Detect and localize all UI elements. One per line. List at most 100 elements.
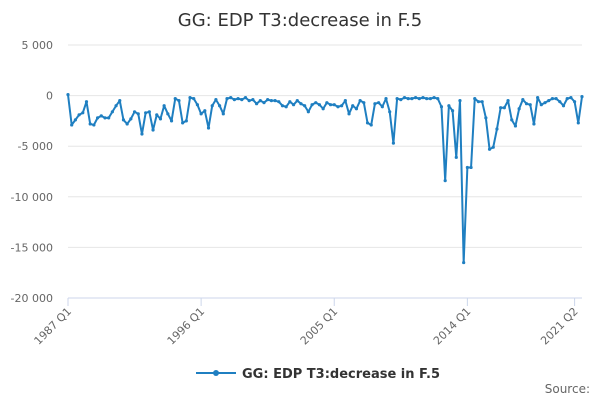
data-point[interactable] <box>251 98 255 102</box>
data-point[interactable] <box>254 102 259 106</box>
data-point[interactable] <box>188 96 192 100</box>
data-point[interactable] <box>391 141 396 145</box>
data-point[interactable] <box>365 121 370 125</box>
data-point[interactable] <box>447 104 451 108</box>
data-point[interactable] <box>136 112 140 116</box>
data-point[interactable] <box>247 99 251 103</box>
data-point[interactable] <box>543 101 547 105</box>
data-point[interactable] <box>443 179 447 183</box>
data-point[interactable] <box>144 111 148 115</box>
data-point[interactable] <box>221 112 225 116</box>
data-point[interactable] <box>310 103 314 107</box>
data-point[interactable] <box>432 96 436 100</box>
data-point[interactable] <box>406 97 410 101</box>
data-point[interactable] <box>510 118 514 122</box>
data-point[interactable] <box>491 145 495 149</box>
data-point[interactable] <box>532 122 536 126</box>
data-point[interactable] <box>402 96 407 100</box>
data-point[interactable] <box>487 147 492 151</box>
data-point[interactable] <box>110 110 114 114</box>
data-point[interactable] <box>199 112 203 116</box>
data-point[interactable] <box>177 99 181 103</box>
data-point[interactable] <box>225 97 229 101</box>
data-point[interactable] <box>499 106 503 110</box>
data-point[interactable] <box>450 109 455 113</box>
data-point[interactable] <box>95 116 100 120</box>
data-point[interactable] <box>295 99 299 103</box>
data-point[interactable] <box>114 104 118 108</box>
data-point[interactable] <box>388 110 392 114</box>
data-point[interactable] <box>218 104 222 108</box>
data-point[interactable] <box>550 97 555 101</box>
data-point[interactable] <box>299 102 303 106</box>
data-point[interactable] <box>484 116 488 120</box>
data-point[interactable] <box>377 101 381 105</box>
data-point[interactable] <box>417 97 421 101</box>
data-point[interactable] <box>77 113 81 117</box>
data-point[interactable] <box>288 100 292 104</box>
data-point[interactable] <box>214 98 218 102</box>
data-point[interactable] <box>580 95 584 99</box>
data-point[interactable] <box>118 99 122 103</box>
data-point[interactable] <box>132 110 137 114</box>
data-point[interactable] <box>561 104 566 108</box>
data-point[interactable] <box>169 119 174 123</box>
data-point[interactable] <box>314 101 318 105</box>
data-point[interactable] <box>565 97 569 101</box>
data-point[interactable] <box>284 105 288 109</box>
data-point[interactable] <box>192 97 196 101</box>
data-point[interactable] <box>362 101 366 105</box>
data-point[interactable] <box>107 116 111 120</box>
data-point[interactable] <box>476 100 481 104</box>
data-point[interactable] <box>436 97 440 101</box>
data-point[interactable] <box>354 107 359 111</box>
data-point[interactable] <box>569 96 573 100</box>
data-point[interactable] <box>147 110 151 114</box>
data-point[interactable] <box>81 111 85 115</box>
data-point[interactable] <box>473 97 477 101</box>
data-point[interactable] <box>469 165 473 170</box>
data-point[interactable] <box>277 100 281 104</box>
data-point[interactable] <box>203 109 207 113</box>
data-point[interactable] <box>280 104 285 108</box>
data-point[interactable] <box>554 97 558 101</box>
data-point[interactable] <box>140 132 144 136</box>
data-point[interactable] <box>325 101 329 105</box>
legend[interactable]: GG: EDP T3:decrease in F.5 <box>196 367 440 382</box>
data-point[interactable] <box>425 97 429 101</box>
data-point[interactable] <box>229 96 233 100</box>
data-point[interactable] <box>373 102 377 106</box>
data-point[interactable] <box>576 121 580 125</box>
data-point[interactable] <box>421 96 425 100</box>
data-point[interactable] <box>317 103 322 107</box>
data-point[interactable] <box>303 104 307 108</box>
data-point[interactable] <box>513 124 518 128</box>
data-point[interactable] <box>465 165 469 170</box>
data-point[interactable] <box>410 97 414 101</box>
data-point[interactable] <box>521 98 525 102</box>
data-point[interactable] <box>495 127 499 131</box>
data-point[interactable] <box>536 96 540 100</box>
data-point[interactable] <box>547 99 551 103</box>
data-point[interactable] <box>328 103 333 107</box>
data-point[interactable] <box>458 99 462 103</box>
data-point[interactable] <box>399 98 403 102</box>
data-point[interactable] <box>291 103 296 107</box>
data-point[interactable] <box>206 126 211 130</box>
data-point[interactable] <box>347 112 351 116</box>
data-point[interactable] <box>340 104 344 108</box>
data-point[interactable] <box>125 122 129 126</box>
data-point[interactable] <box>528 103 532 107</box>
data-point[interactable] <box>99 114 103 118</box>
data-point[interactable] <box>173 97 177 101</box>
data-point[interactable] <box>273 99 277 103</box>
data-point[interactable] <box>524 102 529 106</box>
data-point[interactable] <box>395 97 399 101</box>
data-point[interactable] <box>103 116 107 120</box>
data-point[interactable] <box>158 117 163 121</box>
data-point[interactable] <box>121 118 126 122</box>
data-point[interactable] <box>558 100 562 104</box>
data-point[interactable] <box>232 98 236 102</box>
data-point[interactable] <box>343 99 347 103</box>
data-point[interactable] <box>369 123 373 127</box>
